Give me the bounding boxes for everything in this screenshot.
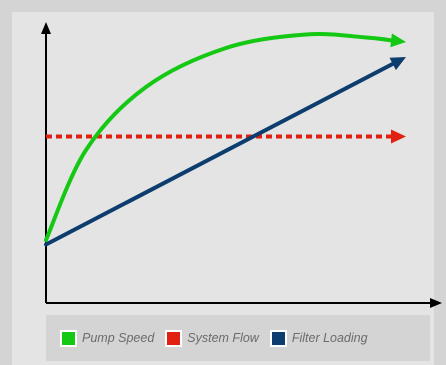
legend-label: Pump Speed	[82, 331, 155, 345]
series-line-filter-loading	[44, 61, 397, 247]
legend-swatch-pump-speed	[60, 329, 77, 347]
series-arrowhead-pump-speed	[390, 33, 406, 48]
x-axis-arrowhead	[430, 298, 442, 308]
y-axis-arrowhead	[41, 22, 51, 34]
legend-label: Filter Loading	[291, 331, 368, 345]
legend-swatch-system-flow	[165, 329, 183, 347]
series-arrowhead-system-flow	[391, 129, 406, 144]
legend: Pump Speed System Flow Filter Loading	[46, 315, 430, 361]
legend-swatch-filter-loading	[269, 329, 287, 347]
chart-panel	[12, 12, 434, 365]
axes	[41, 22, 442, 308]
legend-item-system-flow[interactable]: System Flow	[165, 329, 259, 347]
legend-item-filter-loading[interactable]: Filter Loading	[269, 329, 368, 347]
legend-item-pump-speed[interactable]: Pump Speed	[60, 329, 155, 347]
series-line-pump-speed	[44, 32, 396, 242]
series-arrowhead-filter-loading	[389, 57, 406, 71]
legend-label: System Flow	[187, 331, 259, 345]
series-layer	[44, 32, 406, 247]
